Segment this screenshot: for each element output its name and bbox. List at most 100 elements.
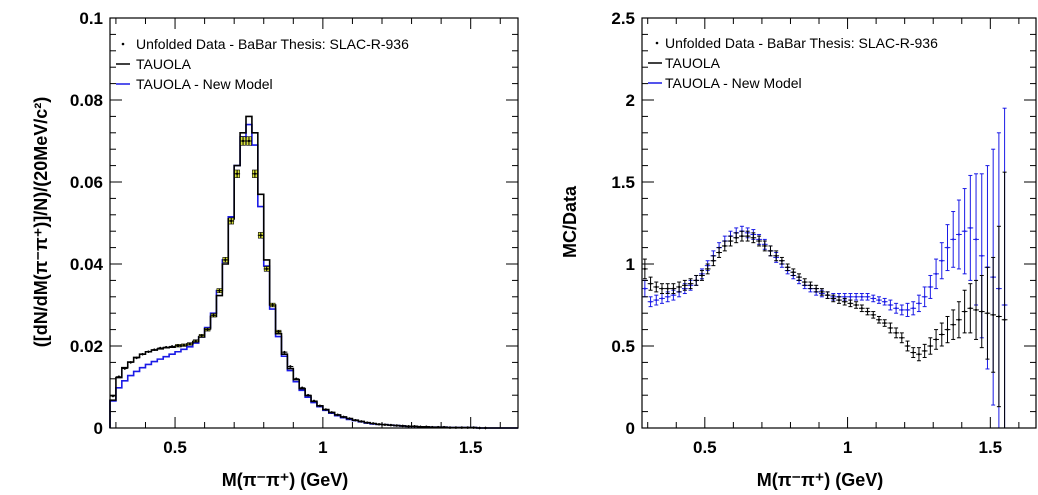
left-x-tick-label: 1.5 (459, 438, 483, 457)
left-data-point (413, 425, 416, 428)
right-new-model-point (655, 298, 658, 302)
left-data-point (182, 343, 186, 347)
left-data-point (170, 345, 174, 348)
left-data-point (147, 350, 150, 353)
left-plot-marks (109, 115, 518, 430)
right-frame (641, 17, 1037, 429)
left-new-model-histogram (109, 123, 518, 429)
right-new-model-point (980, 254, 983, 257)
left-data-point (117, 375, 121, 378)
left-data-point (371, 422, 375, 425)
left-data-point (419, 425, 422, 428)
left-data-point (159, 346, 162, 350)
right-new-model-point (895, 307, 898, 310)
left-data-point (141, 353, 144, 356)
left-data-point (265, 267, 268, 271)
right-tauola-point (957, 318, 961, 321)
right-tauola-point (934, 338, 938, 341)
right-legend-data-marker (655, 41, 659, 45)
right-tauola-point (809, 284, 812, 287)
right-tauola-point (712, 259, 715, 262)
right-new-model-point (929, 285, 932, 289)
left-data-point (295, 377, 298, 380)
left-legend: Unfolded Data - BaBar Thesis: SLAC-R-936… (116, 36, 409, 92)
left-data-point (354, 419, 357, 422)
left-data-point (194, 339, 197, 343)
left-data-point (389, 423, 393, 427)
right-y-axis-label: MC/Data (560, 185, 580, 258)
right-tauola-point (803, 280, 806, 284)
right-tauola-point (746, 235, 749, 238)
right-tauola-point (895, 331, 898, 334)
right-new-model-point (866, 295, 869, 298)
right-new-model-point (946, 246, 949, 249)
right-plot-marks (642, 107, 1008, 429)
left-data-point (277, 330, 280, 333)
right-tauola-point (877, 318, 881, 321)
left-data-point (366, 421, 369, 424)
right-tauola-point (980, 310, 983, 313)
right-new-model-point (940, 259, 943, 262)
right-tauola-point (717, 251, 721, 254)
right-tauola-point (912, 351, 915, 354)
right-tauola-point (883, 321, 886, 325)
left-data-point (241, 139, 245, 143)
right-new-model-point (666, 295, 669, 298)
right-tauola-point (780, 259, 783, 262)
left-data-point (401, 424, 404, 428)
right-tauola-point (763, 244, 766, 248)
right-tauola-point (769, 249, 772, 252)
right-new-model-point (649, 300, 652, 303)
right-tauola-point (695, 279, 698, 282)
right-tauola-point (923, 349, 926, 353)
right-new-model-point (889, 303, 892, 307)
right-tauola-point (952, 323, 955, 326)
right-new-model-point (923, 295, 926, 298)
left-data-point (360, 420, 363, 423)
right-new-model-point (969, 226, 972, 230)
right-new-model-point (900, 308, 903, 312)
left-data-point (230, 219, 233, 223)
left-data-point (330, 411, 333, 414)
left-y-axis-label: ([dN/dM(π⁻π⁺)]/N)/(20MeV/c²) (31, 97, 51, 348)
right-tauola-point (849, 302, 852, 305)
right-legend-tauola-label: TAUOLA (665, 55, 721, 71)
left-data-point (200, 334, 203, 337)
right-new-model-point (877, 298, 881, 302)
left-data-point (377, 423, 381, 426)
right-tauola-point (889, 326, 892, 330)
left-x-tick-label: 1 (318, 438, 327, 457)
right-y-tick-label: 1 (626, 255, 635, 274)
right-new-model-point (883, 300, 886, 303)
right-new-model-point (860, 295, 863, 298)
right-tauola-point (837, 298, 841, 302)
right-tauola-point (797, 276, 801, 279)
right-tauola-point (969, 307, 972, 310)
right-new-model-point (957, 233, 961, 236)
left-y-tick-label: 0.08 (70, 91, 103, 110)
left-y-tick-label: 0 (94, 419, 103, 438)
right-y-tick-label: 2 (626, 91, 635, 110)
right-tauola-point (723, 244, 726, 248)
left-data-point (218, 289, 221, 292)
left-data-point (336, 413, 339, 417)
right-tauola-point (843, 300, 846, 303)
left-data-point (342, 415, 345, 419)
right-tauola-point (992, 313, 995, 316)
right-y-tick-label: 0.5 (611, 337, 635, 356)
right-tauola-point (792, 271, 795, 274)
right-tauola-point (683, 284, 686, 287)
right-tauola-point (929, 344, 932, 348)
left-y-tick-label: 0.04 (70, 255, 104, 274)
left-ticks: 0.5 1 1.5 0 0.02 0.04 0.06 0.08 0.1 (70, 9, 518, 457)
left-data-point (212, 314, 215, 317)
right-new-model-point (672, 294, 675, 297)
left-data-point (206, 328, 209, 331)
left-data-point (123, 367, 126, 370)
right-tauola-point (678, 285, 681, 289)
left-data-point (253, 172, 257, 175)
left-tauola-histogram (109, 115, 518, 429)
left-legend-newmodel-label: TAUOLA - New Model (136, 76, 273, 92)
left-data-point (176, 344, 180, 347)
